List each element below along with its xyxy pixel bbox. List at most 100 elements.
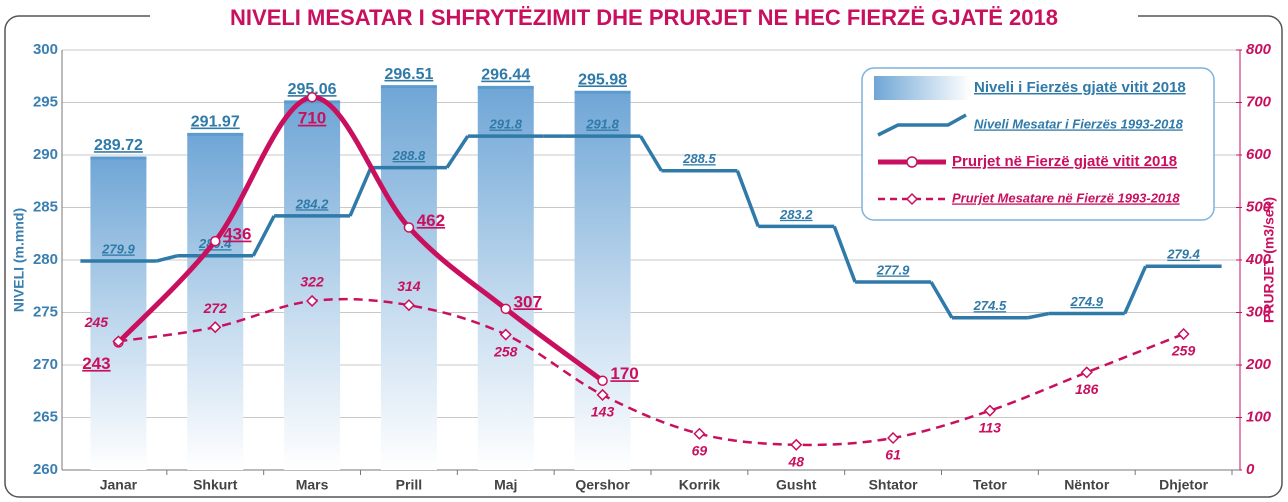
average-flow-label: 186 — [1075, 381, 1099, 397]
y2-tick-label: 200 — [1245, 356, 1272, 373]
x-tick-label: Gusht — [776, 477, 817, 493]
level-value-label: 288.8 — [392, 148, 426, 163]
bar — [284, 101, 341, 471]
x-tick-label: Korrik — [679, 477, 720, 493]
average-flow-label: 322 — [300, 274, 324, 290]
average-flow-label: 245 — [84, 314, 109, 330]
y-axis-title: NIVELI (m.mnd) — [11, 208, 27, 312]
chart-title: NIVELI MESATAR I SHFRYTËZIMIT DHE PRURJE… — [230, 5, 1058, 30]
y2-tick-label: 600 — [1246, 146, 1272, 163]
flow-value-label: 710 — [298, 109, 326, 128]
level-value-label: 274.9 — [1069, 294, 1103, 309]
flow-marker — [887, 431, 900, 445]
average-flow-label: 259 — [1171, 343, 1196, 359]
flow-marker — [790, 438, 803, 451]
average-flow-label: 113 — [979, 419, 1002, 435]
legend-swatch — [877, 113, 967, 137]
y-tick-label: 275 — [33, 303, 58, 320]
level-value-label: 288.5 — [682, 151, 716, 166]
legend-marker — [906, 156, 918, 168]
y2-tick-label: 0 — [1246, 461, 1255, 478]
y-tick-label: 260 — [33, 461, 58, 478]
flow-value-label: 307 — [514, 292, 542, 311]
level-connector — [1123, 265, 1148, 315]
x-tick-label: Janar — [100, 477, 138, 493]
level-connector — [1027, 311, 1050, 320]
level-connector — [735, 170, 760, 228]
legend-label: Prurjet në Fierzë gjatë vitit 2018 — [952, 153, 1177, 170]
x-tick-label: Dhjetor — [1159, 477, 1209, 493]
flow-marker — [112, 335, 125, 348]
level-connector — [832, 225, 857, 283]
y2-tick-label: 700 — [1246, 93, 1272, 110]
legend-label: Niveli Mesatar i Fierzës 1993-2018 — [974, 116, 1184, 131]
y2-tick-label: 400 — [1245, 251, 1272, 268]
y2-axis-title: PRURJET (m3/sek) — [1261, 197, 1277, 323]
flow-value-label: 462 — [417, 211, 445, 230]
level-connector — [639, 135, 663, 172]
level-connector — [251, 215, 276, 257]
y-tick-label: 265 — [33, 408, 58, 425]
legend-label: Prurjet Mesatare në Fierzë 1993-2018 — [952, 190, 1180, 205]
flow-value-label: 170 — [610, 364, 638, 383]
x-tick-label: Nëntor — [1064, 477, 1110, 493]
y-tick-label: 280 — [33, 251, 58, 268]
level-value-label: 291.8 — [585, 117, 619, 132]
bar-value-label: 289.72 — [94, 137, 143, 154]
title-bg — [150, 4, 1138, 32]
x-tick-label: Shkurt — [193, 477, 238, 493]
y-tick-label: 290 — [33, 146, 58, 163]
flow-marker — [306, 294, 319, 308]
bar-value-label: 295.98 — [578, 71, 627, 88]
flow-marker — [693, 427, 706, 440]
legend-swatch — [874, 76, 970, 100]
bar — [574, 92, 631, 471]
flow-marker — [1080, 366, 1093, 379]
flow-marker — [402, 299, 415, 312]
flow-marker — [597, 375, 608, 386]
flow-value-label: 243 — [82, 354, 110, 373]
legend-marker — [905, 192, 919, 206]
average-flow-label: 272 — [203, 300, 228, 316]
level-value-label: 284.2 — [295, 196, 329, 211]
y-tick-label: 300 — [33, 41, 58, 58]
average-flow-label: 258 — [493, 343, 518, 359]
level-value-label: 274.5 — [973, 298, 1007, 313]
level-value-label: 277.9 — [876, 262, 910, 277]
flow-marker — [209, 321, 222, 334]
flow-value-label: 436 — [223, 225, 251, 244]
y2-tick-label: 800 — [1246, 41, 1272, 58]
bar — [90, 157, 147, 470]
legend-box — [861, 67, 1215, 221]
y-tick-label: 285 — [33, 198, 58, 215]
flow-marker — [403, 222, 415, 233]
x-tick-label: Maj — [494, 477, 517, 493]
y2-tick-label: 500 — [1246, 198, 1272, 215]
level-value-label: 279.9 — [101, 241, 135, 256]
flow-marker — [983, 404, 996, 417]
average-flow-label: 143 — [591, 404, 615, 420]
flow-marker — [500, 303, 511, 315]
bar — [380, 86, 437, 471]
bar-value-label: 295.06 — [288, 81, 337, 98]
flow-marker — [306, 92, 318, 103]
y2-tick-label: 300 — [1246, 303, 1272, 320]
level-value-label: 291.8 — [488, 117, 522, 132]
level-connector — [445, 135, 470, 169]
average-flow-label: 69 — [692, 442, 708, 458]
bar — [477, 87, 534, 470]
y2-tick-label: 100 — [1246, 408, 1272, 425]
x-tick-label: Qershor — [575, 477, 630, 493]
x-tick-label: Mars — [296, 477, 329, 493]
y-tick-label: 295 — [33, 93, 58, 110]
level-connector — [155, 254, 178, 263]
level-connector — [929, 281, 954, 319]
x-tick-label: Prill — [396, 477, 422, 493]
average-flow-line — [118, 297, 1185, 447]
average-flow-label: 48 — [787, 454, 804, 470]
level-value-label: 279.4 — [1166, 247, 1200, 262]
x-tick-label: Tetor — [973, 477, 1008, 493]
average-flow-label: 61 — [885, 447, 901, 463]
level-connector — [348, 166, 373, 217]
